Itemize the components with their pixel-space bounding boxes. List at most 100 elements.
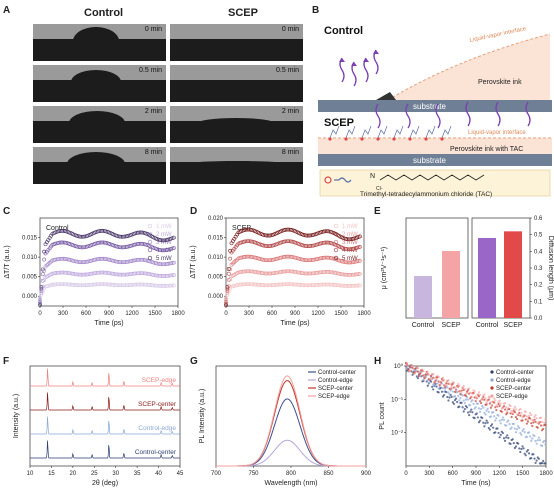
data-point [488, 428, 491, 431]
data-point [39, 285, 44, 290]
y-tick-label: 0.005 [208, 275, 224, 281]
data-point [478, 419, 482, 422]
x-tick-label: 850 [323, 471, 334, 477]
data-point [265, 271, 270, 276]
data-point [169, 273, 174, 278]
data-point [512, 422, 515, 426]
data-point [102, 282, 107, 287]
data-point [283, 269, 288, 274]
data-point [521, 445, 524, 448]
data-point [142, 271, 147, 276]
panel-label-h: H [374, 356, 382, 367]
data-point [460, 390, 463, 393]
arrow-heads-control [339, 50, 379, 66]
data-point [97, 240, 102, 245]
data-point [521, 429, 524, 433]
data-point [118, 283, 122, 288]
data-point [319, 270, 324, 275]
data-point [510, 415, 513, 419]
droplet-frame-control-2: 2 min [33, 106, 166, 143]
data-point [147, 272, 151, 276]
data-point [89, 282, 93, 287]
data-point [120, 234, 125, 239]
data-point [473, 390, 476, 393]
data-point [123, 245, 128, 249]
data-point [407, 364, 410, 367]
data-point [481, 398, 484, 401]
data-point [76, 234, 81, 239]
data-point [244, 282, 249, 287]
data-point [485, 419, 488, 422]
data-point [471, 392, 474, 395]
data-point [323, 229, 328, 234]
data-point [290, 269, 295, 274]
data-point [129, 259, 133, 264]
data-point [346, 260, 351, 265]
data-point [470, 395, 473, 398]
data-point [284, 239, 289, 244]
data-point [427, 381, 430, 384]
data-point [349, 247, 354, 251]
legend-marker [333, 247, 339, 253]
data-point [119, 234, 124, 239]
data-point [521, 416, 524, 419]
data-point [498, 419, 501, 422]
data-point [323, 282, 328, 287]
data-point [320, 241, 325, 245]
data-point [293, 269, 297, 274]
data-point [237, 270, 242, 275]
data-point [507, 407, 510, 410]
data-point [501, 431, 505, 435]
data-point [85, 259, 89, 264]
data-point [225, 288, 230, 293]
data-point [533, 457, 536, 460]
data-point [163, 284, 168, 288]
data-point [437, 375, 440, 379]
data-point [240, 269, 245, 274]
data-point [167, 283, 172, 288]
data-point [163, 238, 168, 243]
chart-h: 0 300 600 900 1200 1500 1800 10⁻² 10⁻¹ 10⁰ Time (n… [379, 361, 553, 487]
data-point [342, 260, 347, 264]
data-point [286, 269, 291, 274]
data-point [160, 248, 165, 253]
data-point [498, 399, 501, 402]
data-point [82, 260, 87, 265]
data-point [483, 425, 486, 428]
data-point [346, 237, 351, 242]
data-point [405, 362, 409, 365]
data-point [308, 271, 313, 276]
data-point [247, 254, 252, 259]
data-point [344, 247, 348, 251]
data-point [140, 230, 145, 235]
data-point [100, 282, 105, 287]
data-point [78, 283, 82, 288]
data-point [80, 245, 85, 250]
data-point [404, 364, 408, 367]
data-point [534, 439, 537, 443]
xrd-trace [30, 368, 180, 387]
data-point [120, 245, 125, 250]
data-point [118, 234, 122, 239]
data-point [306, 233, 311, 238]
x-axis-label: 2θ (deg) [92, 480, 118, 487]
data-point [451, 401, 454, 404]
time-label: 8 min [144, 149, 162, 156]
data-point [131, 271, 136, 276]
data-point [320, 256, 325, 260]
data-point [511, 411, 514, 415]
data-point [133, 258, 138, 263]
data-point [166, 261, 171, 266]
data-point [115, 272, 120, 277]
data-point [324, 282, 329, 287]
data-point [58, 240, 63, 245]
data-point [525, 415, 528, 418]
data-point [499, 402, 502, 405]
data-point [542, 459, 545, 463]
data-point [429, 377, 433, 380]
data-point [120, 283, 125, 288]
x-tick-label: 1200 [125, 311, 139, 317]
data-point [80, 260, 85, 265]
data-point [287, 239, 292, 244]
data-point [486, 399, 489, 402]
